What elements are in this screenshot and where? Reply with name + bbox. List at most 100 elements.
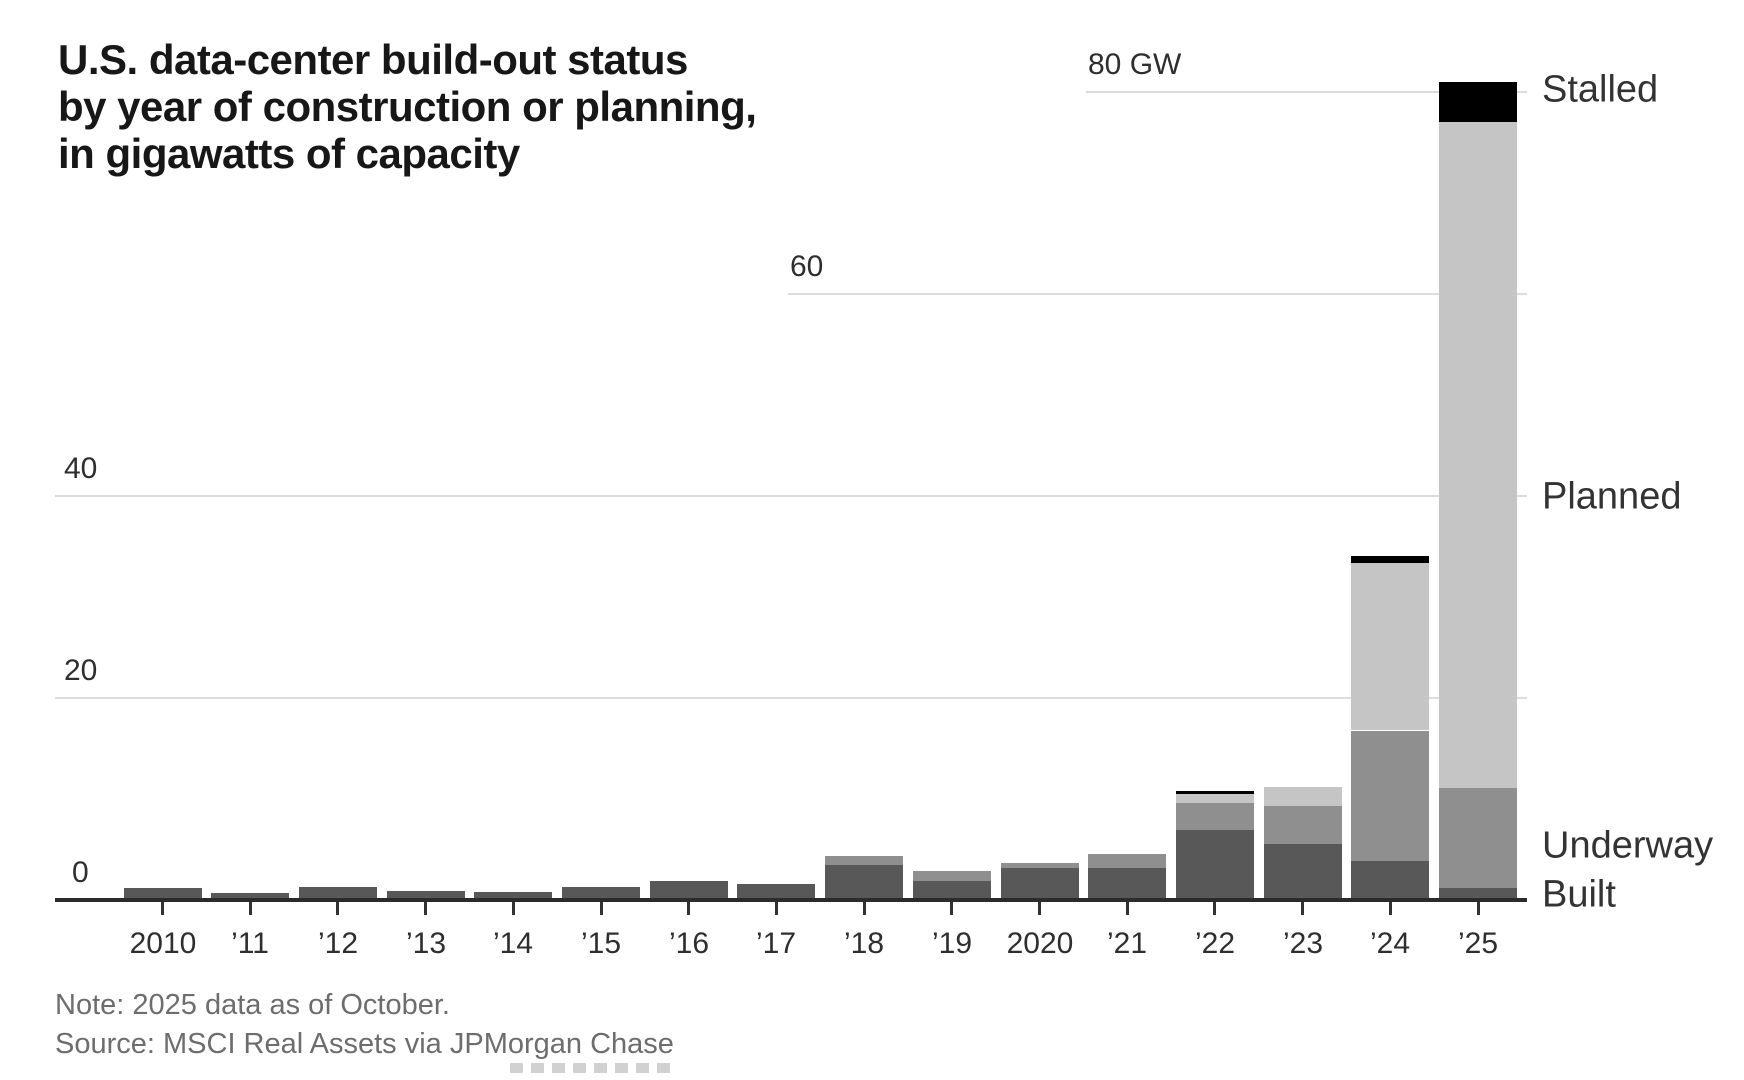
bar-2010	[124, 888, 202, 898]
x-tick-14	[512, 902, 515, 915]
bar-segment-22-stalled	[1176, 791, 1254, 794]
x-axis-label-12: ’12	[317, 927, 359, 960]
x-axis-label-2010: 2010	[129, 927, 197, 960]
y-axis-label-60: 60	[790, 250, 824, 283]
bar-24	[1351, 556, 1429, 898]
bar-segment-21-underway	[1088, 854, 1166, 868]
bar-15	[562, 887, 640, 898]
y-axis-label-0: 0	[72, 856, 89, 889]
bar-segment-22-underway	[1176, 803, 1254, 830]
bar-segment-17-built	[737, 884, 815, 898]
x-axis-label-23: ’23	[1282, 927, 1324, 960]
bar-segment-22-planned	[1176, 794, 1254, 803]
x-axis-label-19: ’19	[931, 927, 973, 960]
x-axis-label-24: ’24	[1369, 927, 1411, 960]
x-tick-18	[863, 902, 866, 915]
x-tick-23	[1301, 902, 1304, 915]
x-axis-label-17: ’17	[755, 927, 797, 960]
bar-16	[650, 881, 728, 898]
bar-13	[387, 891, 465, 898]
bar-segment-2010-built	[124, 888, 202, 898]
chart-title-line-3: in gigawatts of capacity	[58, 130, 520, 177]
chart-title-line-2: by year of construction or planning,	[58, 83, 757, 130]
bar-segment-24-underway	[1351, 731, 1429, 861]
chart-note: Note: 2025 data as of October.	[55, 989, 450, 1021]
x-tick-13	[424, 902, 427, 915]
bar-segment-2020-underway	[1001, 863, 1079, 868]
x-tick-22	[1213, 902, 1216, 915]
bar-segment-25-underway	[1439, 788, 1517, 888]
x-tick-24	[1389, 902, 1392, 915]
x-tick-19	[950, 902, 953, 915]
clipped-caption-artifact	[510, 1063, 670, 1073]
x-tick-11	[249, 902, 252, 915]
bar-segment-23-built	[1264, 844, 1342, 898]
x-tick-25	[1477, 902, 1480, 915]
bar-segment-24-planned	[1351, 562, 1429, 730]
chart-title-line-1: U.S. data-center build-out status	[58, 36, 688, 83]
gridline-80	[1086, 91, 1527, 93]
x-axis-label-16: ’16	[668, 927, 710, 960]
x-axis-label-18: ’18	[843, 927, 885, 960]
bar-segment-11-built	[211, 893, 289, 898]
bar-23	[1264, 787, 1342, 898]
bar-11	[211, 893, 289, 898]
gridline-20	[55, 697, 1527, 699]
legend-label-stalled: Stalled	[1542, 68, 1659, 111]
x-tick-2010	[161, 902, 164, 915]
x-tick-16	[687, 902, 690, 915]
x-axis-label-22: ’22	[1194, 927, 1236, 960]
bar-segment-15-built	[562, 887, 640, 898]
y-axis-label-80: 80 GW	[1088, 48, 1182, 81]
x-tick-17	[775, 902, 778, 915]
bar-segment-22-built	[1176, 830, 1254, 898]
x-axis-label-14: ’14	[492, 927, 534, 960]
bar-segment-2020-built	[1001, 868, 1079, 898]
bar-12	[299, 887, 377, 898]
bar-14	[474, 892, 552, 898]
legend-label-built: Built	[1542, 873, 1616, 916]
x-tick-21	[1126, 902, 1129, 915]
bar-segment-14-built	[474, 892, 552, 898]
bar-segment-13-built	[387, 891, 465, 898]
bar-segment-16-built	[650, 881, 728, 898]
bar-segment-12-built	[299, 887, 377, 898]
x-tick-12	[336, 902, 339, 915]
bar-segment-24-stalled	[1351, 556, 1429, 563]
y-axis-label-20: 20	[64, 654, 98, 687]
y-axis-label-40: 40	[64, 452, 98, 485]
bar-segment-19-underway	[913, 871, 991, 881]
legend-label-underway: Underway	[1542, 824, 1714, 867]
bar-17	[737, 884, 815, 898]
x-axis-label-2020: 2020	[1006, 927, 1074, 960]
bar-2020	[1001, 863, 1079, 898]
x-axis-label-13: ’13	[405, 927, 447, 960]
bar-segment-23-planned	[1264, 787, 1342, 806]
bar-segment-21-built	[1088, 868, 1166, 898]
chart-title: U.S. data-center build-out status by yea…	[58, 36, 757, 177]
legend-label-planned: Planned	[1542, 475, 1682, 518]
gridline-60	[788, 293, 1527, 295]
x-axis-label-15: ’15	[580, 927, 622, 960]
bar-segment-25-planned	[1439, 122, 1517, 788]
bar-21	[1088, 854, 1166, 898]
bar-segment-25-built	[1439, 888, 1517, 898]
x-tick-15	[600, 902, 603, 915]
bar-19	[913, 871, 991, 898]
x-axis-label-11: ’11	[231, 927, 269, 960]
chart-source: Source: MSCI Real Assets via JPMorgan Ch…	[55, 1028, 674, 1060]
x-axis-label-21: ’21	[1106, 927, 1148, 960]
bar-segment-24-built	[1351, 861, 1429, 898]
bar-segment-23-underway	[1264, 806, 1342, 844]
x-axis-line	[55, 898, 1527, 902]
bar-18	[825, 856, 903, 898]
bar-segment-19-built	[913, 881, 991, 898]
gridline-40	[55, 495, 1527, 497]
bar-25	[1439, 82, 1517, 898]
bar-22	[1176, 791, 1254, 898]
bar-segment-18-underway	[825, 856, 903, 865]
bar-segment-18-built	[825, 865, 903, 898]
x-tick-2020	[1038, 902, 1041, 915]
bar-segment-25-stalled	[1439, 82, 1517, 122]
